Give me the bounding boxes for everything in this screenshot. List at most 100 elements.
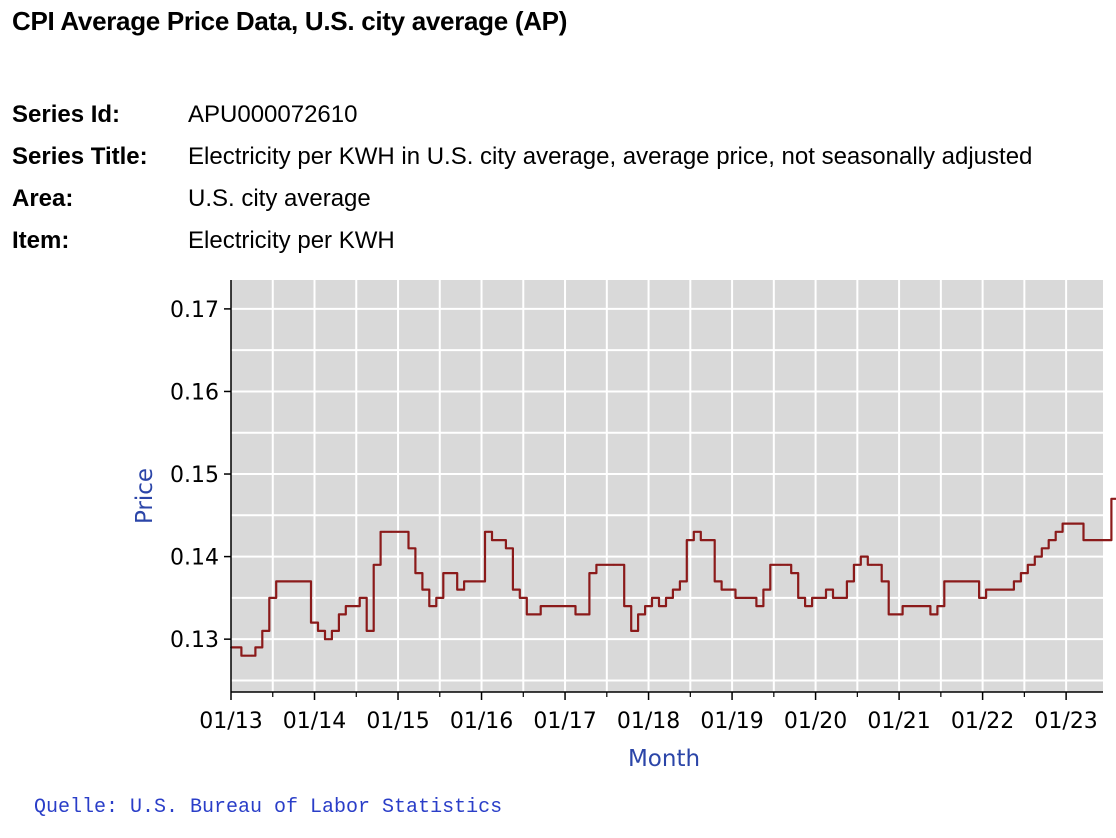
series-id-row: Series Id: APU000072610: [12, 94, 1032, 136]
data-point: [647, 605, 650, 607]
series-id-label: Series Id:: [12, 101, 121, 128]
data-point: [487, 530, 490, 533]
data-point: [967, 580, 970, 583]
data-point: [933, 613, 935, 616]
x-tick-label: 01/16: [450, 709, 513, 734]
data-point: [418, 572, 420, 574]
data-point: [1079, 522, 1081, 525]
data-point: [689, 539, 692, 541]
data-point: [383, 530, 385, 533]
data-point: [1113, 497, 1116, 500]
data-point: [480, 580, 483, 583]
data-point: [1037, 555, 1040, 558]
data-point: [766, 588, 768, 591]
data-point: [661, 605, 664, 607]
data-point: [543, 605, 546, 607]
x-tick-label: 01/20: [784, 709, 847, 734]
data-point: [355, 605, 358, 607]
item-value: Electricity per KWH: [188, 227, 395, 254]
data-point: [1065, 522, 1067, 525]
data-point: [974, 580, 977, 583]
data-point: [912, 605, 914, 607]
data-point: [237, 646, 239, 649]
data-point: [800, 597, 803, 599]
data-point: [612, 563, 615, 566]
series-info-table: Series Id: APU000072610 Series Title: El…: [12, 94, 1032, 262]
data-point: [362, 597, 365, 599]
area-value: U.S. city average: [188, 185, 371, 212]
data-point: [731, 588, 733, 591]
data-point: [877, 563, 880, 566]
data-point: [605, 563, 608, 566]
y-tick-label: 0.15: [170, 463, 219, 488]
series-id-value: APU000072610: [188, 101, 358, 128]
data-point: [1107, 539, 1109, 541]
x-tick-label: 01/15: [366, 709, 429, 734]
y-tick-label: 0.13: [170, 628, 219, 653]
data-point: [953, 580, 956, 583]
source-note: Quelle: U.S. Bureau of Labor Statistics: [34, 796, 503, 819]
data-point: [320, 630, 323, 632]
data-point: [501, 539, 504, 541]
data-point: [619, 563, 622, 566]
y-tick-label: 0.14: [170, 546, 219, 571]
data-point: [341, 613, 344, 616]
data-point: [1002, 588, 1005, 591]
data-point: [898, 613, 900, 616]
data-point: [835, 597, 838, 599]
data-point: [473, 580, 476, 583]
data-point: [856, 563, 859, 566]
series-title-row: Series Title: Electricity per KWH in U.S…: [12, 136, 1032, 178]
data-point: [264, 630, 267, 632]
data-point: [793, 572, 796, 574]
data-point: [870, 563, 873, 566]
data-point: [1086, 539, 1088, 541]
data-point: [849, 580, 852, 583]
data-point: [397, 530, 399, 533]
data-point: [682, 580, 685, 583]
data-point: [459, 588, 462, 591]
data-point: [425, 588, 427, 591]
x-tick-label: 01/23: [1034, 709, 1097, 734]
data-point: [334, 630, 337, 632]
data-point: [1016, 580, 1019, 583]
data-point: [578, 613, 580, 616]
data-point: [745, 597, 747, 599]
series-title-label: Series Title:: [12, 143, 148, 170]
data-point: [724, 588, 726, 591]
data-point: [592, 572, 594, 574]
data-point: [703, 539, 706, 541]
data-point: [1023, 572, 1026, 574]
x-tick-label: 01/21: [867, 709, 930, 734]
data-point: [1058, 530, 1061, 533]
data-point: [299, 580, 302, 583]
y-tick-label: 0.16: [170, 380, 219, 405]
data-point: [814, 597, 817, 599]
data-point: [1009, 588, 1012, 591]
data-point: [842, 597, 845, 599]
x-tick-label: 01/22: [951, 709, 1014, 734]
data-point: [738, 597, 740, 599]
data-point: [348, 605, 351, 607]
page-title: CPI Average Price Data, U.S. city averag…: [12, 6, 568, 36]
x-axis-title: Month: [628, 746, 700, 772]
data-point: [508, 547, 511, 550]
x-tick-label: 01/18: [617, 709, 680, 734]
data-point: [564, 605, 566, 607]
x-tick-label: 01/13: [199, 709, 262, 734]
data-point: [821, 597, 824, 599]
data-point: [251, 654, 253, 657]
data-point: [390, 530, 392, 533]
data-point: [494, 539, 497, 541]
data-point: [717, 580, 720, 583]
item-row: Item: Electricity per KWH: [12, 220, 1032, 262]
x-tick-label: 01/14: [283, 709, 346, 734]
area-label: Area:: [12, 185, 74, 212]
data-point: [571, 605, 573, 607]
y-tick-label: 0.17: [170, 298, 219, 323]
data-point: [327, 638, 330, 641]
data-point: [675, 588, 678, 591]
data-point: [1072, 522, 1074, 525]
data-point: [786, 563, 789, 566]
data-point: [1030, 563, 1033, 566]
